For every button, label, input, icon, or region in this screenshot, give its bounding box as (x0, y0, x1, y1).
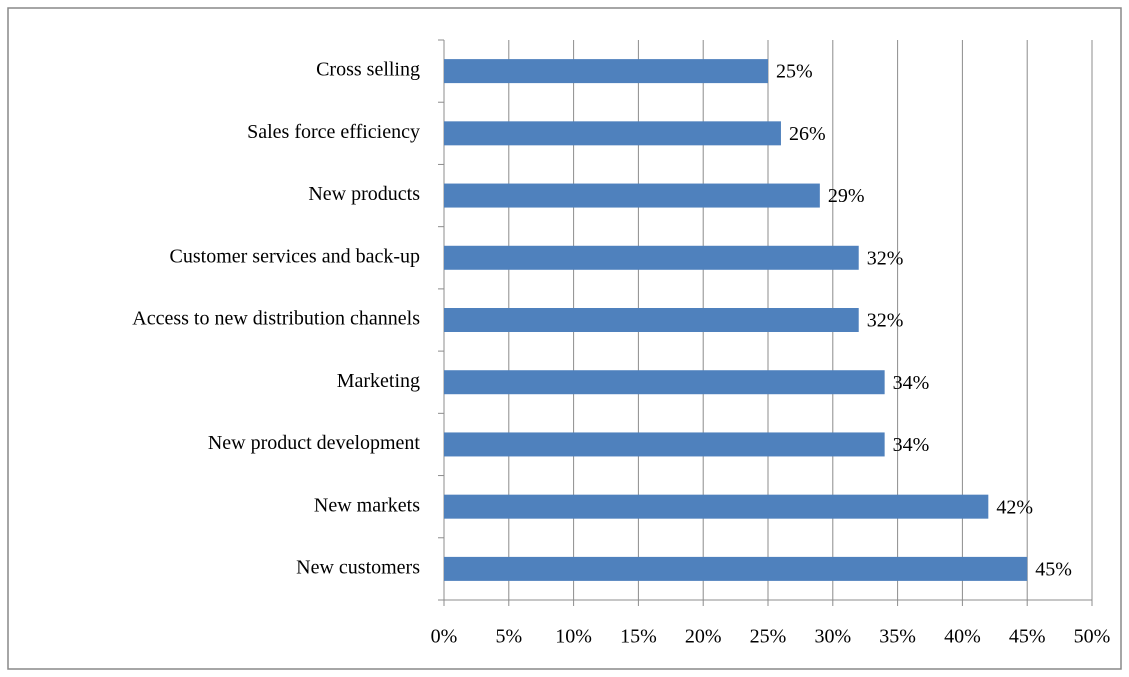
data-label: 42% (996, 496, 1033, 518)
x-tick-label: 30% (814, 626, 851, 648)
y-tick-label: New customers (296, 556, 420, 578)
bar (444, 121, 781, 146)
y-tick-label: New product development (208, 432, 421, 454)
data-label: 32% (867, 247, 904, 269)
data-label: 34% (893, 372, 930, 394)
y-tick-label: New products (308, 183, 420, 205)
x-tick-label: 45% (1009, 626, 1046, 648)
data-label: 26% (789, 123, 826, 145)
y-tick-label: Customer services and back-up (170, 245, 420, 267)
data-label: 32% (867, 310, 904, 332)
x-tick-label: 0% (431, 626, 458, 648)
y-tick-label: Cross selling (316, 59, 420, 81)
y-tick-label: Access to new distribution channels (132, 308, 420, 330)
bar (444, 59, 768, 84)
bar (444, 556, 1028, 581)
data-label: 45% (1035, 558, 1072, 580)
y-tick-label: Marketing (337, 370, 420, 392)
x-tick-label: 50% (1074, 626, 1111, 648)
bar (444, 432, 885, 457)
data-label: 29% (828, 185, 865, 207)
y-tick-label: Sales force efficiency (247, 121, 420, 143)
x-tick-label: 5% (495, 626, 522, 648)
x-tick-label: 15% (620, 626, 657, 648)
x-tick-label: 25% (750, 626, 787, 648)
x-tick-label: 35% (879, 626, 916, 648)
data-label: 25% (776, 61, 813, 83)
x-tick-label: 20% (685, 626, 722, 648)
bar (444, 370, 885, 395)
bar (444, 308, 859, 332)
y-tick-label: New markets (314, 494, 420, 516)
bar (444, 494, 989, 519)
x-tick-label: 10% (555, 626, 592, 648)
bar (444, 183, 820, 208)
x-tick-label: 40% (944, 626, 981, 648)
data-label: 34% (893, 434, 930, 456)
bar (444, 245, 859, 270)
